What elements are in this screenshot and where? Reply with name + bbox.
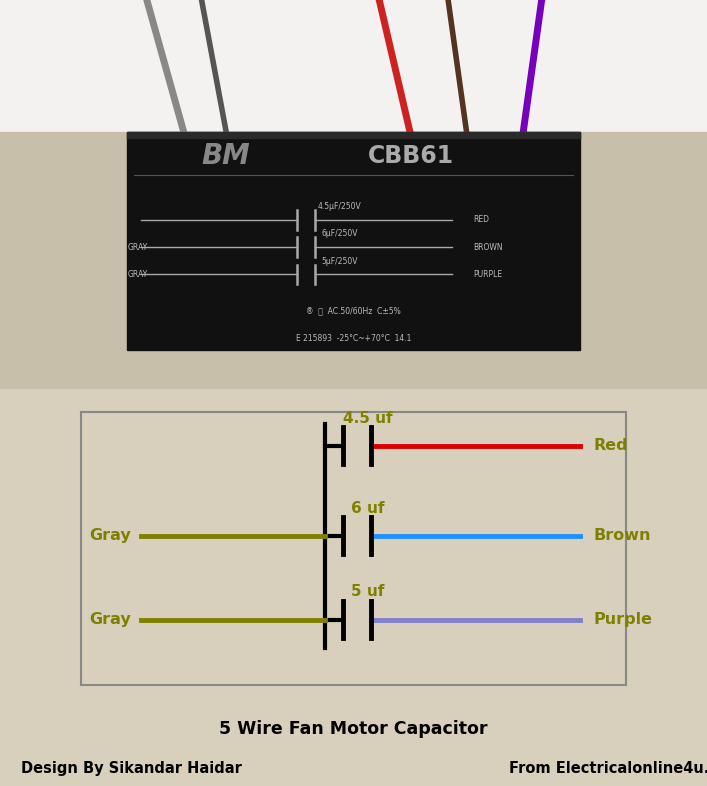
Text: BM: BM <box>202 141 250 170</box>
Bar <box>81 412 626 685</box>
Text: From Electricalonline4u.com: From Electricalonline4u.com <box>509 761 707 777</box>
Text: 5μF/250V: 5μF/250V <box>321 257 358 266</box>
Text: Design By Sikandar Haidar: Design By Sikandar Haidar <box>21 761 242 777</box>
Text: GRAY: GRAY <box>127 243 148 252</box>
Text: E 215893  -25°C~+70°C  14.1: E 215893 -25°C~+70°C 14.1 <box>296 334 411 343</box>
Text: 6μF/250V: 6μF/250V <box>321 230 358 238</box>
Bar <box>0 0 707 132</box>
Text: ®  Ⓤ  AC.50/60Hz  C±5%: ® Ⓤ AC.50/60Hz C±5% <box>306 307 401 316</box>
Bar <box>127 132 580 138</box>
Text: 6 uf: 6 uf <box>351 501 385 516</box>
Text: 4.5 uf: 4.5 uf <box>343 410 392 425</box>
Text: 5 uf: 5 uf <box>351 585 385 600</box>
Text: BROWN: BROWN <box>474 243 503 252</box>
Text: Red: Red <box>594 439 629 454</box>
Bar <box>127 132 580 351</box>
Text: 4.5μF/250V: 4.5μF/250V <box>317 202 361 211</box>
Text: Purple: Purple <box>594 612 653 627</box>
Text: CBB61: CBB61 <box>368 144 454 167</box>
Text: RED: RED <box>474 215 490 224</box>
Text: Gray: Gray <box>89 528 131 543</box>
Text: 5 Wire Fan Motor Capacitor: 5 Wire Fan Motor Capacitor <box>219 721 488 738</box>
Text: GRAY: GRAY <box>127 270 148 279</box>
Text: Brown: Brown <box>594 528 651 543</box>
Bar <box>0 132 707 389</box>
Text: PURPLE: PURPLE <box>474 270 503 279</box>
Text: Gray: Gray <box>89 612 131 627</box>
